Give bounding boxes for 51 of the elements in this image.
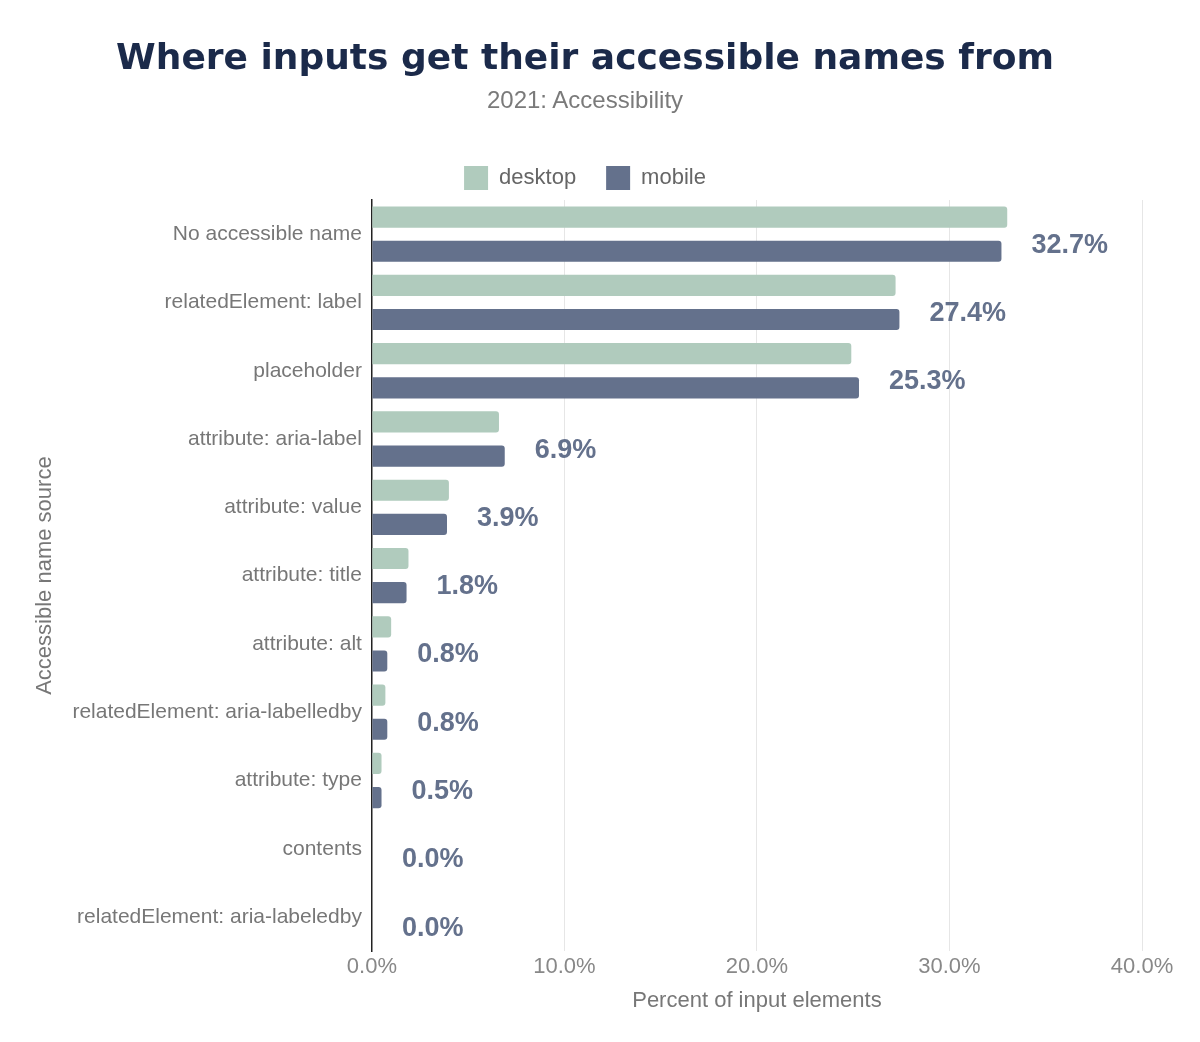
y-tick-label: attribute: title	[241, 562, 362, 586]
data-label: 1.8%	[436, 570, 499, 601]
bar	[372, 308, 900, 331]
bar	[372, 445, 505, 467]
x-tick-label: 10.0%	[533, 953, 596, 979]
bar	[372, 240, 1002, 262]
y-tick-label: relatedElement: aria-labelledby	[72, 698, 363, 722]
y-tick-label: contents	[282, 835, 362, 859]
legend-label: mobile	[641, 164, 706, 190]
x-tick-label: 40.0%	[1110, 953, 1174, 979]
bar	[372, 513, 447, 535]
y-tick-label: attribute: alt	[252, 630, 363, 654]
data-label: 0.8%	[417, 706, 479, 737]
y-tick-label: relatedElement: aria-labeledby	[77, 903, 363, 927]
data-label: 0.8%	[417, 638, 479, 669]
bar	[372, 411, 499, 433]
data-label: 3.9%	[476, 501, 539, 532]
bar	[372, 650, 388, 672]
y-tick-label: attribute: type	[234, 767, 362, 791]
data-label: 25.3%	[888, 365, 966, 396]
bar	[372, 479, 449, 501]
data-label: 27.4%	[929, 296, 1006, 327]
y-tick-label: attribute: value	[224, 494, 362, 518]
data-label: 0.5%	[411, 775, 474, 805]
y-axis-title: Accessible name source	[31, 456, 57, 695]
bar	[372, 718, 388, 740]
data-label: 0.0%	[401, 843, 464, 874]
bar	[372, 343, 852, 365]
x-tick-label: 30.0%	[918, 953, 981, 979]
legend-label: desktop	[499, 164, 577, 190]
y-tick-label: No accessible name	[172, 220, 362, 244]
bar	[372, 752, 382, 774]
bar	[372, 274, 896, 296]
data-label: 0.0%	[401, 911, 464, 942]
bar	[372, 547, 409, 570]
bar	[372, 206, 1008, 228]
x-axis-title: Percent of input elements	[632, 986, 882, 1012]
bar	[372, 684, 386, 706]
x-tick-label: 0.0%	[346, 953, 397, 979]
bar	[372, 582, 407, 604]
bar	[372, 377, 859, 399]
y-tick-label: attribute: aria-label	[187, 425, 362, 449]
data-label: 32.7%	[1031, 228, 1109, 259]
y-tick-label: placeholder	[253, 357, 362, 381]
y-tick-label: relatedElement: label	[164, 289, 362, 313]
chart-subtitle: 2021: Accessibility	[486, 86, 684, 114]
data-label: 6.9%	[534, 433, 597, 464]
chart-title: Where inputs get their accessible names from	[116, 35, 1054, 77]
bar	[372, 786, 382, 809]
x-tick-label: 20.0%	[725, 953, 789, 979]
bar	[372, 616, 392, 638]
